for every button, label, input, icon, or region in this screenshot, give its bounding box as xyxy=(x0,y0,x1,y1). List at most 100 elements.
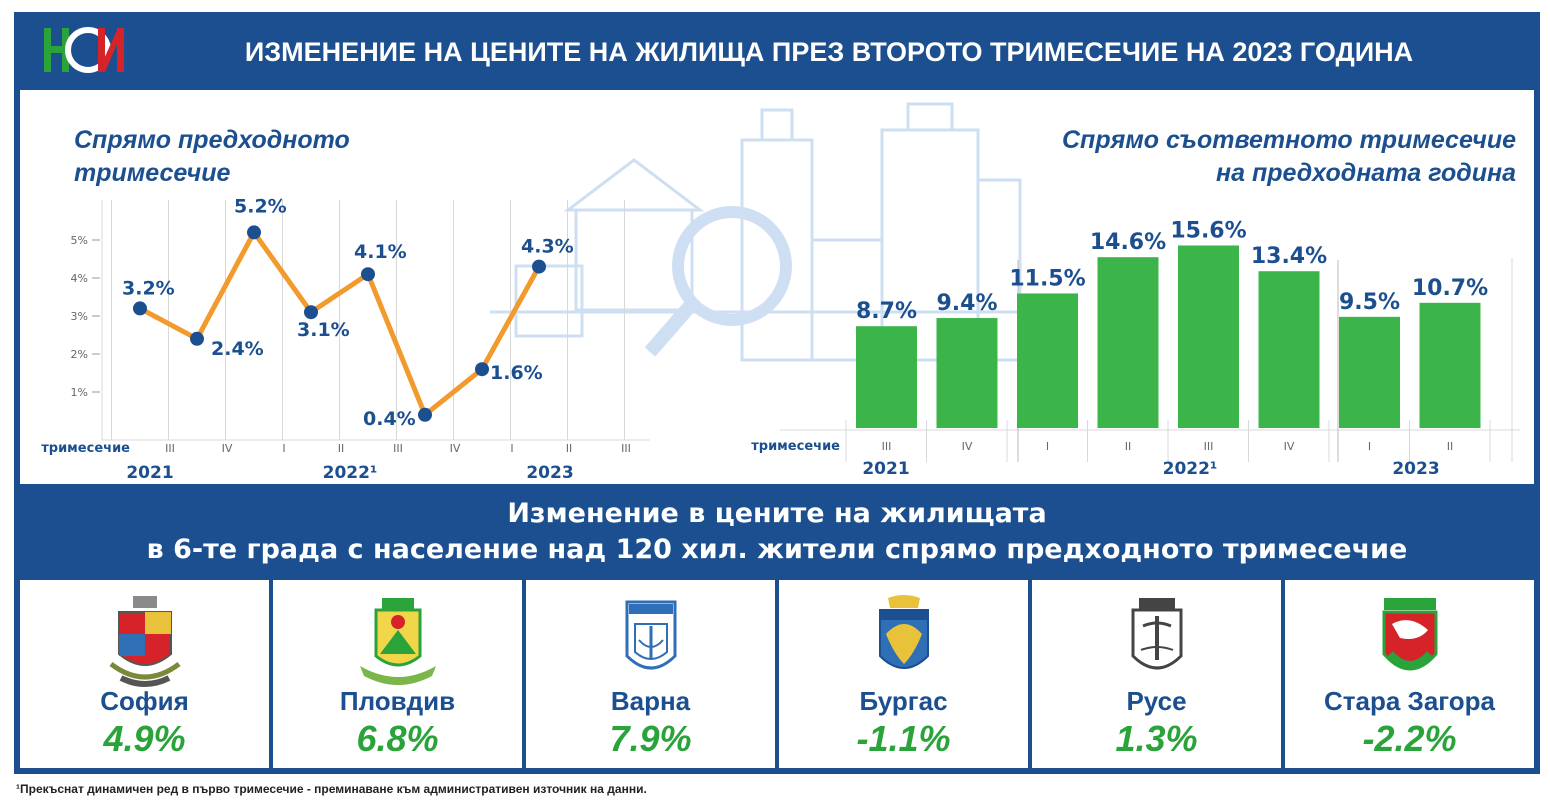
cities-row: София 4.9% Пловдив 6.8% Варна 7. xyxy=(20,580,1534,768)
line-chart-y-ticks: 1% 2% 3% 4% 5% xyxy=(71,234,88,399)
y-tick-label: 4% xyxy=(71,272,88,285)
x-tick-label: I xyxy=(282,442,285,455)
line-data-label: 0.4% xyxy=(363,408,416,430)
city-card: София 4.9% xyxy=(20,580,269,768)
x-tick-label: IV xyxy=(962,440,973,453)
burgas-crest-icon xyxy=(878,595,929,669)
footnote: ¹Прекъснат динамичен ред в първо тримесе… xyxy=(16,782,647,796)
line-point xyxy=(532,259,546,274)
varna-crest-icon xyxy=(625,600,676,670)
bar-data-label: 8.7% xyxy=(856,299,917,324)
line-point xyxy=(304,305,318,320)
nsi-logo-icon xyxy=(44,27,124,73)
city-name: Русе xyxy=(1126,686,1187,716)
x-tick-label: III xyxy=(621,442,631,455)
bar xyxy=(1419,302,1481,428)
year-label: 2023 xyxy=(526,463,573,483)
header: ИЗМЕНЕНИЕ НА ЦЕНИТЕ НА ЖИЛИЩА ПРЕЗ ВТОРО… xyxy=(14,12,1540,88)
bar-chart-title-line1: Спрямо съответното тримесечие xyxy=(1062,126,1516,154)
buildings-illustration-icon xyxy=(490,102,1022,362)
city-card: Варна 7.9% xyxy=(526,580,775,768)
y-tick-label: 5% xyxy=(71,234,88,247)
bar-data-label: 13.4% xyxy=(1251,244,1327,269)
bar-data-label: 11.5% xyxy=(1009,266,1085,291)
line-data-label: 2.4% xyxy=(211,338,264,360)
line-point xyxy=(190,331,204,346)
year-label: 2021 xyxy=(862,459,909,479)
bar xyxy=(1097,257,1159,428)
line-chart-title-line2: тримесечие xyxy=(74,159,231,187)
city-card: Стара Загора -2.2% xyxy=(1285,580,1534,768)
city-value: -1.1% xyxy=(856,718,951,759)
city-value: 7.9% xyxy=(609,718,692,759)
city-value: 6.8% xyxy=(356,718,439,759)
sofia-crest-icon xyxy=(108,596,181,687)
x-tick-label: III xyxy=(1204,440,1214,453)
bar-data-label: 14.6% xyxy=(1090,230,1166,255)
year-label: 2022¹ xyxy=(323,463,378,483)
cities-title-line1: Изменение в цените на жилищата xyxy=(507,498,1047,529)
bar xyxy=(1017,293,1078,428)
line-point xyxy=(133,301,147,316)
x-tick-label: II xyxy=(1125,440,1132,453)
line-point xyxy=(418,407,432,422)
line-data-label: 4.3% xyxy=(521,236,574,258)
line-chart-title-line1: Спрямо предходното xyxy=(74,126,350,154)
line-data-label: 3.1% xyxy=(297,319,350,341)
stara-zagora-crest-icon xyxy=(1382,598,1437,671)
x-tick-label: IV xyxy=(450,442,461,455)
charts-canvas: 1% 2% 3% 4% 5% 3.2% 2.4% 5.2% 3.1% 4.1% 0.4% 1.6% 4… xyxy=(41,102,1520,483)
bar xyxy=(856,326,917,428)
charts-panel: 1% 2% 3% 4% 5% 3.2% 2.4% 5.2% 3.1% 4.1% 0.4% 1.6% 4… xyxy=(20,90,1534,484)
city-value: -2.2% xyxy=(1362,718,1457,759)
plovdiv-crest-icon xyxy=(359,598,436,685)
cities-title: Изменение в цените на жилищата в 6-те гр… xyxy=(14,496,1540,568)
cities-title-line2: в 6-те града с население над 120 хил. жи… xyxy=(146,534,1408,565)
city-card: Русе 1.3% xyxy=(1032,580,1281,768)
city-value: 1.3% xyxy=(1115,718,1198,759)
city-card: Бургас -1.1% xyxy=(779,580,1028,768)
x-tick-label: II xyxy=(338,442,345,455)
infographic-frame: ИЗМЕНЕНИЕ НА ЦЕНИТЕ НА ЖИЛИЩА ПРЕЗ ВТОРО… xyxy=(14,12,1540,774)
x-tick-label: III xyxy=(165,442,175,455)
city-name: Варна xyxy=(610,686,691,716)
year-label: 2021 xyxy=(126,463,173,483)
page-title: ИЗМЕНЕНИЕ НА ЦЕНИТЕ НА ЖИЛИЩА ПРЕЗ ВТОРО… xyxy=(244,37,1414,67)
bar xyxy=(936,318,998,428)
bar xyxy=(1258,271,1320,428)
bar-chart-title-line2: на предходната година xyxy=(1216,159,1516,187)
line-data-label: 1.6% xyxy=(490,362,543,384)
x-tick-label: I xyxy=(1368,440,1371,453)
x-tick-label: II xyxy=(1447,440,1454,453)
bar-data-label: 15.6% xyxy=(1170,218,1246,243)
bar-data-label: 9.5% xyxy=(1339,290,1400,315)
bar-data-label: 10.7% xyxy=(1412,276,1488,301)
line-data-label: 3.2% xyxy=(122,277,175,299)
line-point xyxy=(361,267,375,282)
city-name: Стара Загора xyxy=(1324,686,1495,716)
year-label: 2022¹ xyxy=(1163,459,1218,479)
x-tick-label: III xyxy=(393,442,403,455)
line-data-label: 5.2% xyxy=(234,195,287,217)
line-chart-series xyxy=(138,229,542,418)
x-tick-label: I xyxy=(1046,440,1049,453)
city-name: Бургас xyxy=(859,686,948,716)
city-value: 4.9% xyxy=(103,718,186,759)
line-point xyxy=(247,225,261,240)
line-point xyxy=(475,362,489,377)
bar-axis-label: тримесечие xyxy=(751,439,840,454)
ruse-crest-icon xyxy=(1131,598,1182,670)
line-data-label: 4.1% xyxy=(354,241,407,263)
y-tick-label: 2% xyxy=(71,348,88,361)
city-name: София xyxy=(100,686,189,716)
bar-data-label: 9.4% xyxy=(936,291,997,316)
x-tick-label: IV xyxy=(1284,440,1295,453)
city-name: Пловдив xyxy=(339,686,456,716)
line-chart-title: Спрямо предходното тримесечие xyxy=(74,124,350,190)
bar xyxy=(1339,316,1400,428)
bar xyxy=(1178,245,1239,428)
year-label: 2023 xyxy=(1392,459,1439,479)
bar-chart-title: Спрямо съответното тримесечие на предход… xyxy=(1062,124,1516,190)
x-tick-label: IV xyxy=(222,442,233,455)
x-tick-label: I xyxy=(510,442,513,455)
